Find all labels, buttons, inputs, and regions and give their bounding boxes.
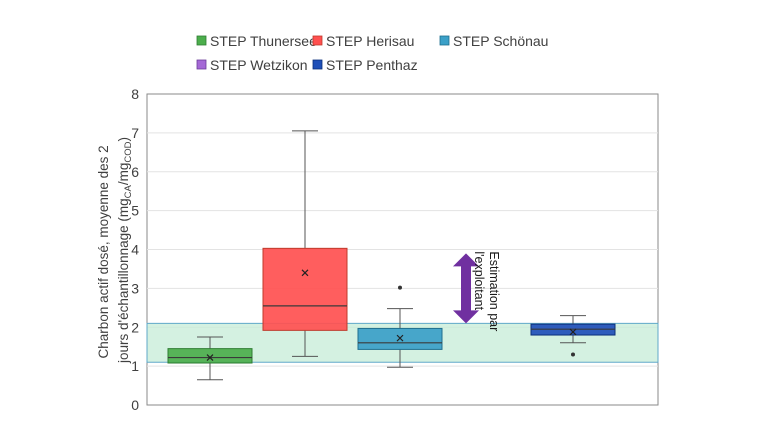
y-tick-label: 6: [131, 164, 139, 180]
legend-item-step-thunersee: STEP Thunersee: [196, 33, 317, 49]
y-tick-label: 7: [131, 125, 139, 141]
y-tick-label: 2: [131, 319, 139, 335]
outlier-point: [398, 285, 402, 290]
legend-item-step-penthaz: STEP Penthaz: [312, 57, 418, 73]
box-iqr: [262, 247, 348, 331]
legend-item-step-sch-nau: STEP Schönau: [439, 33, 548, 49]
mean-marker: [206, 354, 214, 361]
legend-label: STEP Penthaz: [326, 57, 418, 73]
y-axis-label-slash: /mg: [116, 163, 131, 186]
legend-swatch: [196, 59, 207, 70]
mean-marker: [301, 269, 309, 277]
legend-swatch: [312, 59, 323, 70]
mean-marker: [569, 328, 577, 336]
legend-swatch: [439, 35, 450, 46]
annotation-line: Estimation par: [487, 251, 501, 331]
y-tick-label: 3: [131, 280, 139, 296]
legend-label: STEP Schönau: [453, 33, 548, 49]
box-step-penthaz: [530, 315, 616, 357]
y-axis-ticks: 0 1 2 3 4 5 6 7 8: [131, 86, 139, 413]
y-axis-label-line1: Charbon actif dosé, moyenne des 2: [96, 145, 111, 358]
y-axis-label-sub-cod: COD: [123, 141, 134, 162]
legend-swatch: [196, 35, 207, 46]
y-tick-label: 1: [131, 358, 139, 374]
box-step-thunersee: [167, 336, 253, 381]
y-axis-label-line2: jours d'échantillonnage (mg: [116, 198, 131, 364]
legend-label: STEP Herisau: [326, 33, 414, 49]
y-tick-label: 5: [131, 203, 139, 219]
legend-label: STEP Thunersee: [210, 33, 317, 49]
box-step-sch-nau: [357, 285, 443, 368]
y-tick-label: 4: [131, 242, 139, 258]
annotation-line: l'exploitant: [472, 251, 486, 310]
operator-estimate-annotation: Estimation parl'exploitant: [453, 251, 501, 331]
mean-marker: [396, 334, 404, 342]
legend-label: STEP Wetzikon: [210, 57, 308, 73]
outlier-point: [571, 352, 575, 357]
legend-item-step-wetzikon: STEP Wetzikon: [196, 57, 308, 73]
double-arrow: [453, 253, 479, 324]
y-tick-label: 8: [131, 86, 139, 102]
legend-item-step-herisau: STEP Herisau: [312, 33, 414, 49]
boxes: [167, 130, 616, 381]
y-axis-label: Charbon actif dosé, moyenne des 2 jours …: [96, 137, 134, 364]
y-axis-label-sub-ca: CA: [123, 184, 134, 198]
annotation-text: Estimation parl'exploitant: [472, 251, 501, 331]
box-iqr: [167, 348, 253, 364]
legend: STEP Thunersee STEP Herisau STEP Schönau ST…: [196, 33, 548, 73]
legend-swatch: [312, 35, 323, 46]
y-axis-label-close: ): [116, 137, 131, 142]
y-tick-label: 0: [131, 397, 139, 413]
box-step-herisau: [262, 130, 348, 357]
